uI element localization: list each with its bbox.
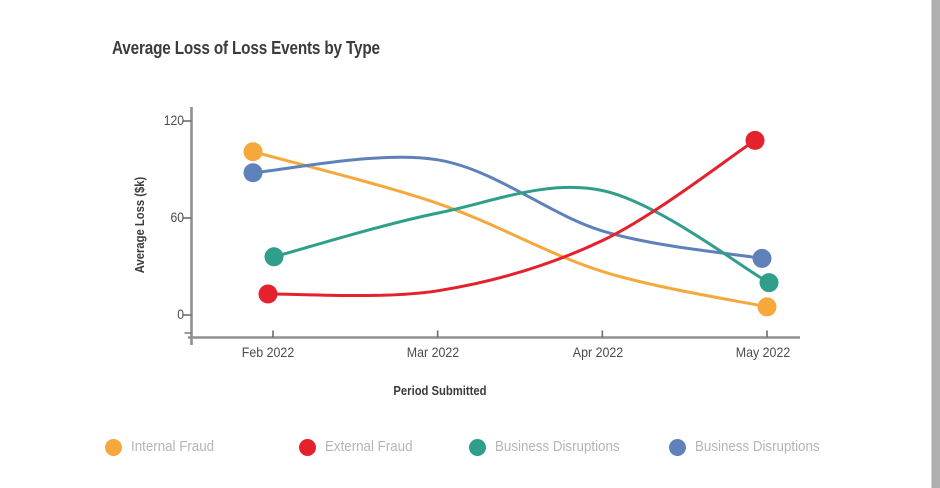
legend-dot-internal-fraud xyxy=(105,438,122,456)
y-axis-title: Average Loss ($k) xyxy=(133,176,147,274)
y-tick-label-60: 60 xyxy=(170,210,184,225)
legend-dot-business-disruptions-1 xyxy=(469,438,486,456)
legend-label: Business Disruptions xyxy=(495,439,620,455)
x-tick-label-may: May 2022 xyxy=(735,345,791,360)
series-marker-internal-fraud-0-first[interactable] xyxy=(243,142,263,162)
y-tick-label-120: 120 xyxy=(163,113,184,128)
legend-label: External Fraud xyxy=(325,439,413,455)
series-marker-external-fraud-1-first[interactable] xyxy=(258,284,278,304)
legend-item-business-disruptions-2[interactable]: Business Disruptions xyxy=(669,438,830,456)
legend-label: Business Disruptions xyxy=(695,439,820,455)
x-tick-label-feb: Feb 2022 xyxy=(241,345,295,360)
y-tick-label-0: 0 xyxy=(177,307,184,322)
x-tick-label-mar: Mar 2022 xyxy=(406,345,460,360)
legend-dot-external-fraud xyxy=(299,438,316,456)
x-axis-title: Period Submitted xyxy=(393,384,487,398)
x-tick-label-apr: Apr 2022 xyxy=(572,345,624,360)
series-line-internal-fraud-0 xyxy=(251,150,769,309)
series-marker-external-fraud-1-last[interactable] xyxy=(745,130,765,150)
series-marker-business-disruptions-3-first[interactable] xyxy=(243,163,263,183)
series-line-business-disruptions-2 xyxy=(272,185,771,285)
series-line-external-fraud-1 xyxy=(266,138,757,298)
legend-item-external-fraud[interactable]: External Fraud xyxy=(299,438,420,456)
series-line-business-disruptions-3 xyxy=(251,155,764,260)
legend-item-internal-fraud[interactable]: Internal Fraud xyxy=(105,438,221,456)
legend-label: Internal Fraud xyxy=(131,439,215,455)
chart-title: Average Loss of Loss Events by Type xyxy=(112,38,380,58)
legend-dot-business-disruptions-2 xyxy=(669,438,686,456)
series-marker-internal-fraud-0-last[interactable] xyxy=(757,297,777,317)
series-marker-business-disruptions-3-last[interactable] xyxy=(752,248,772,268)
vertical-scrollbar[interactable] xyxy=(931,0,940,488)
legend-item-business-disruptions-1[interactable]: Business Disruptions xyxy=(469,438,630,456)
series-marker-business-disruptions-2-last[interactable] xyxy=(759,273,779,293)
series-marker-business-disruptions-2-first[interactable] xyxy=(264,247,284,267)
